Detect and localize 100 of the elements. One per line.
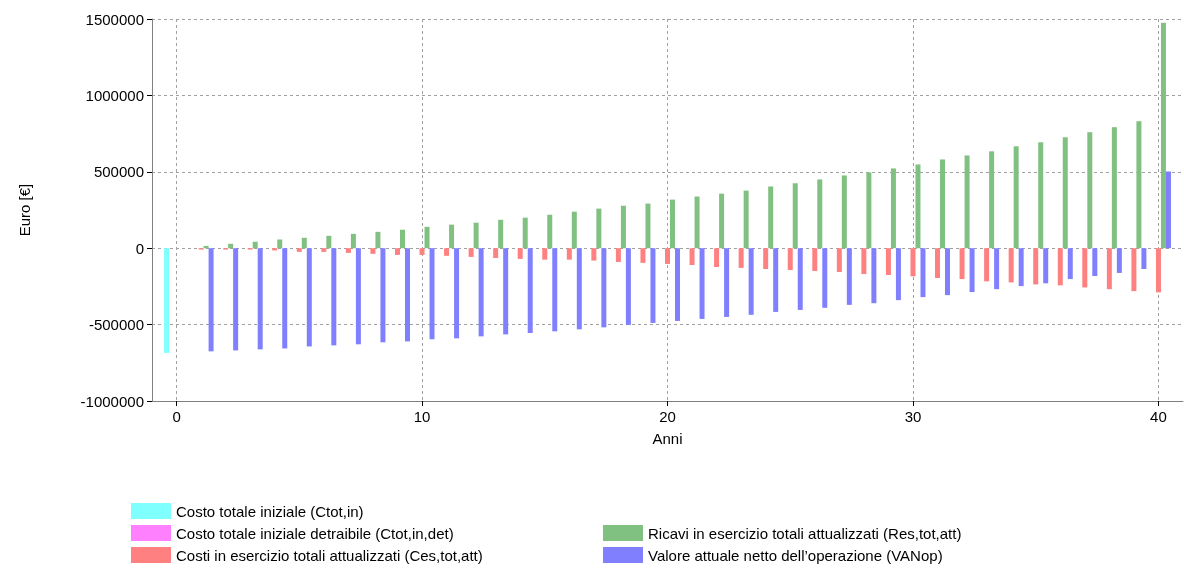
x-axis-title: Anni xyxy=(652,430,683,447)
bar xyxy=(1106,248,1112,290)
bar xyxy=(1165,171,1171,249)
bar xyxy=(375,231,381,249)
bar xyxy=(1131,248,1137,292)
bar xyxy=(817,179,823,249)
bar xyxy=(591,248,597,261)
bar xyxy=(228,243,234,249)
bar xyxy=(1013,146,1019,249)
bar xyxy=(233,248,239,351)
legend-label: Costo totale iniziale detraibile (Ctot,in,det) xyxy=(176,524,454,542)
bar xyxy=(846,248,852,305)
bar xyxy=(552,248,558,332)
bar xyxy=(1082,248,1088,288)
y-tick-label: 500000 xyxy=(93,163,144,181)
bar xyxy=(296,248,302,252)
bar xyxy=(763,248,769,269)
bar xyxy=(345,248,351,253)
bar xyxy=(164,248,170,353)
bar xyxy=(419,248,425,255)
bar xyxy=(1067,248,1073,280)
bar xyxy=(331,248,337,346)
bar xyxy=(596,208,602,249)
bar xyxy=(699,248,705,319)
bar xyxy=(473,222,479,249)
y-tick-label: 1500000 xyxy=(85,10,144,28)
bar xyxy=(935,248,941,278)
x-tick-label: 0 xyxy=(172,408,181,425)
bar xyxy=(542,248,548,260)
bar xyxy=(615,248,621,262)
bar xyxy=(380,248,386,343)
bar xyxy=(1062,137,1068,249)
y-tick-label: -1000000 xyxy=(80,392,144,410)
bar xyxy=(468,248,474,257)
bar xyxy=(301,237,307,249)
bar xyxy=(498,219,504,249)
x-tick-label: 20 xyxy=(659,408,676,425)
bar xyxy=(1141,248,1147,269)
bar xyxy=(1057,248,1063,286)
bar xyxy=(871,248,877,304)
bar xyxy=(355,248,361,345)
bar xyxy=(714,248,720,267)
y-axis-title: Euro [€] xyxy=(16,183,33,237)
bar xyxy=(1111,127,1117,249)
bar xyxy=(1116,248,1122,273)
bar xyxy=(787,248,793,271)
bar xyxy=(743,190,749,249)
x-tick-label: 40 xyxy=(1150,408,1167,425)
bar xyxy=(885,248,891,275)
bar xyxy=(773,248,779,312)
bar xyxy=(620,205,626,249)
bar xyxy=(493,248,499,258)
bar xyxy=(969,248,975,293)
bar xyxy=(797,248,803,310)
bar xyxy=(1043,248,1049,284)
bar xyxy=(1087,132,1093,249)
y-tick-label: -500000 xyxy=(88,316,144,334)
bar xyxy=(272,248,278,251)
legend-label: Costo totale iniziale (Ctot,in) xyxy=(176,502,364,520)
bar xyxy=(522,217,528,249)
bar xyxy=(724,248,730,317)
legend-label: Costi in esercizio totali attualizzati (Ces,tot,att) xyxy=(176,546,483,564)
bar xyxy=(645,203,651,249)
bar xyxy=(370,248,376,254)
bar xyxy=(836,248,842,273)
bar xyxy=(994,248,1000,290)
bar xyxy=(675,248,680,321)
bar xyxy=(503,248,509,335)
bar xyxy=(1038,142,1044,249)
bar xyxy=(1092,248,1098,277)
x-tick-label: 10 xyxy=(413,408,431,425)
bar xyxy=(321,248,327,252)
bar xyxy=(257,248,263,350)
bar xyxy=(959,248,965,280)
bar xyxy=(910,248,916,277)
bar xyxy=(517,248,523,259)
bar xyxy=(282,248,288,349)
bar xyxy=(890,168,896,249)
bar xyxy=(306,248,312,347)
bar xyxy=(478,248,484,337)
bar xyxy=(841,175,847,249)
y-tick-label: 1000000 xyxy=(85,86,144,104)
bar xyxy=(277,239,283,249)
bar xyxy=(748,248,754,315)
bar xyxy=(694,196,700,249)
bar xyxy=(208,248,214,352)
bar xyxy=(866,172,872,249)
bar xyxy=(768,186,774,249)
bar xyxy=(601,248,607,328)
bar xyxy=(792,183,798,249)
bar xyxy=(350,233,356,249)
bar xyxy=(1160,22,1166,249)
bar xyxy=(1136,121,1142,249)
bar xyxy=(920,248,926,298)
bar xyxy=(984,248,990,282)
bar xyxy=(576,248,582,330)
bar xyxy=(625,248,631,325)
bar xyxy=(444,248,450,256)
bar xyxy=(945,248,951,296)
bar xyxy=(252,241,258,249)
